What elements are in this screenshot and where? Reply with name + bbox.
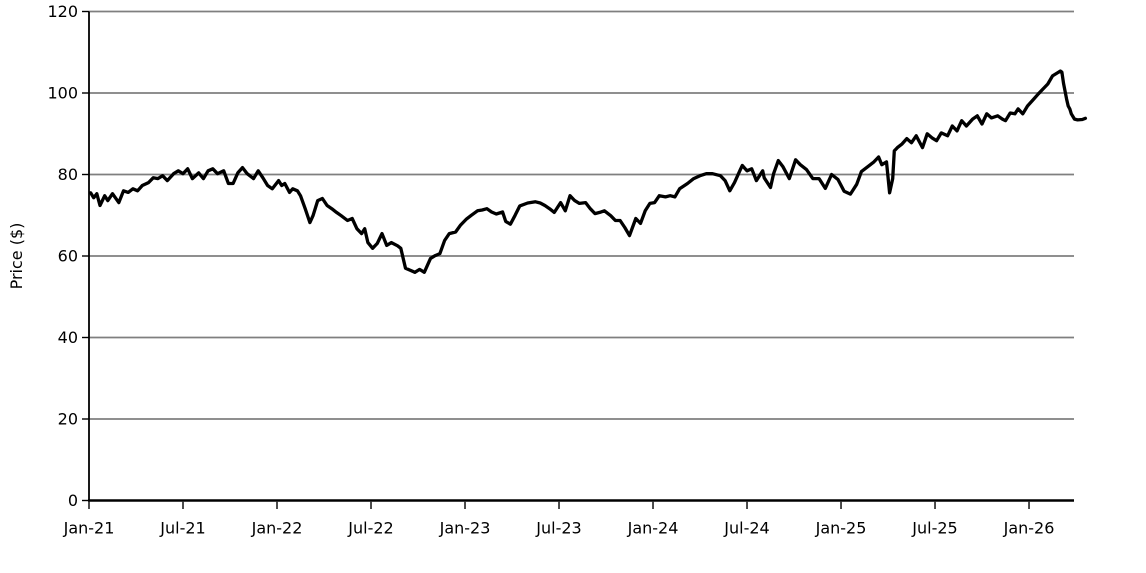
x-tick-label-7: Jul-24 [723, 519, 769, 538]
x-tick-label-0: Jan-21 [63, 519, 115, 538]
x-tick-label-6: Jan-24 [627, 519, 679, 538]
x-tick-label-9: Jul-25 [911, 519, 957, 538]
x-tick-label-2: Jan-22 [251, 519, 303, 538]
x-tick-label-3: Jul-22 [347, 519, 393, 538]
x-tick-label-10: Jan-26 [1003, 519, 1055, 538]
y-tick-label-80: 80 [58, 165, 78, 184]
y-axis-title: Price ($) [7, 223, 26, 290]
x-tick-label-4: Jan-23 [439, 519, 491, 538]
y-tick-label-0: 0 [68, 491, 78, 510]
x-tick-label-8: Jan-25 [815, 519, 867, 538]
y-tick-label-20: 20 [58, 410, 78, 429]
y-tick-label-40: 40 [58, 328, 78, 347]
y-tick-label-60: 60 [58, 247, 78, 266]
x-tick-label-5: Jul-23 [535, 519, 581, 538]
x-tick-label-1: Jul-21 [159, 519, 205, 538]
y-tick-label-100: 100 [47, 84, 78, 103]
price-line [88, 69, 1088, 274]
y-tick-label-120: 120 [47, 2, 78, 21]
